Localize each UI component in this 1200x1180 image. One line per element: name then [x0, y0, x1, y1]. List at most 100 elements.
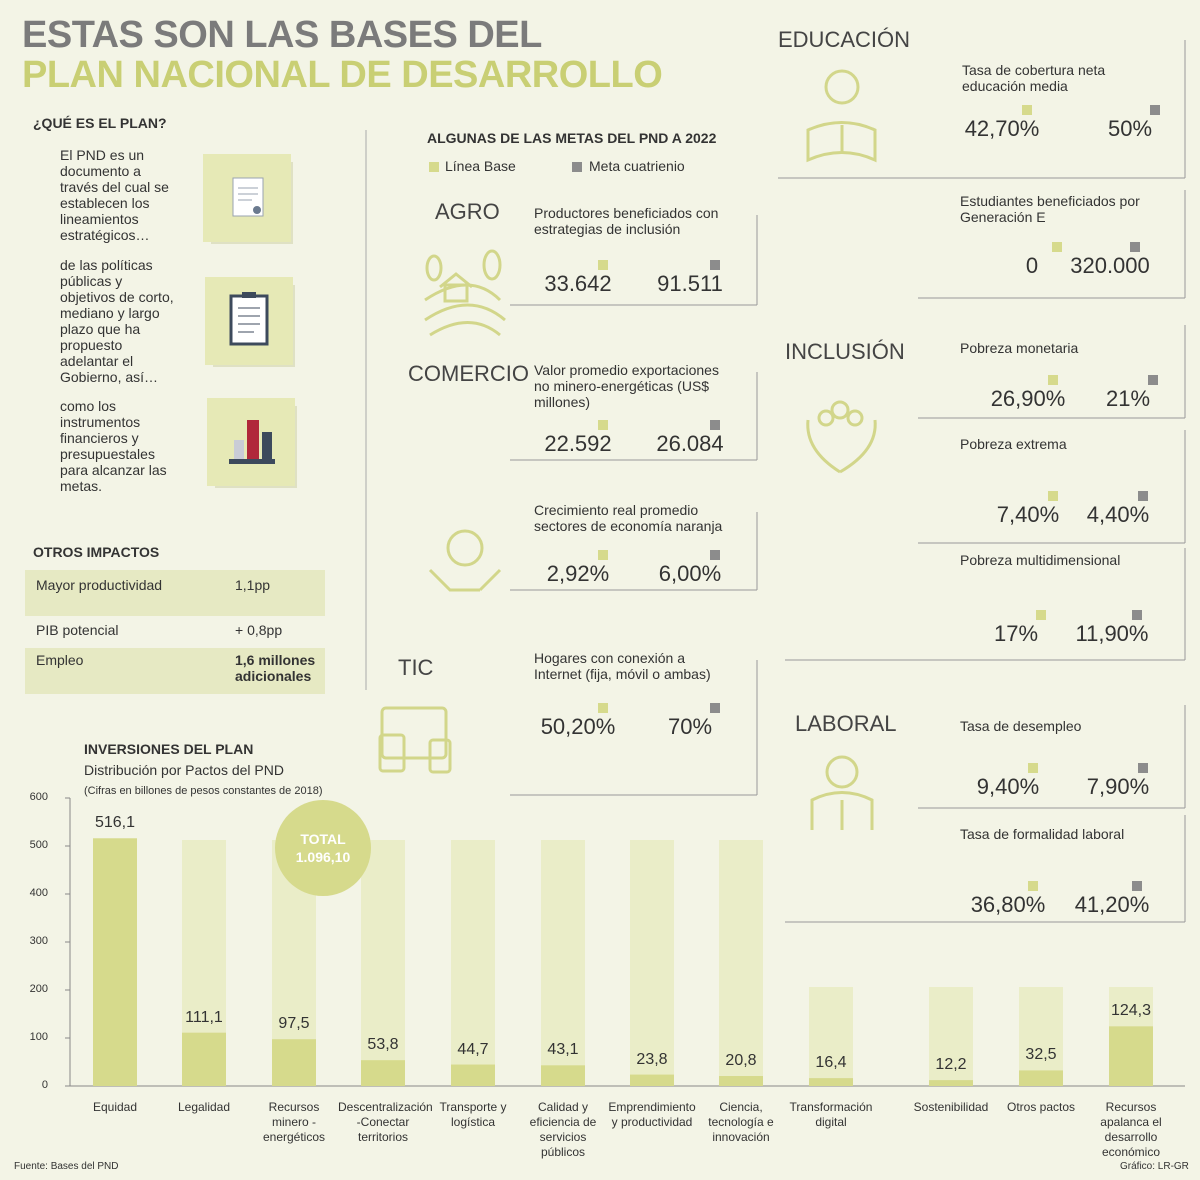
x-tick-label: Otros pactos: [1006, 1100, 1076, 1114]
table-cell: 1,6 millones adicionales: [235, 652, 316, 684]
sector-name: COMERCIO: [408, 361, 529, 386]
value-label: 16,4: [815, 1054, 847, 1072]
value-label: 43,1: [547, 1041, 579, 1059]
bar: [182, 1032, 226, 1086]
total-circle: [275, 800, 371, 896]
x-tick-label: Sostenibilidad: [913, 1100, 989, 1114]
bar: [93, 838, 137, 1086]
goal-marker: [1132, 881, 1142, 891]
table-cell: + 0,8pp: [235, 622, 283, 638]
bar-background: [719, 840, 763, 1086]
base-value: 7,40%: [996, 502, 1060, 527]
y-tick-label: 200: [29, 983, 48, 995]
goal-label: Crecimiento real promedio sectores de ec…: [534, 502, 723, 534]
goal-value: 70%: [667, 714, 713, 739]
credit: Gráfico: LR-GR: [1120, 1161, 1189, 1172]
bar-background: [361, 840, 405, 1086]
icon-document: [203, 154, 293, 244]
goal-label: Valor promedio exportaciones no minero-e…: [534, 362, 719, 410]
title-line-2: PLAN NACIONAL DE DESARROLLO: [22, 54, 663, 96]
value-label: 516,1: [94, 814, 136, 832]
y-tick-label: 500: [29, 839, 48, 851]
goal-label: Tasa de desempleo: [960, 718, 1082, 734]
x-tick-label: Calidad y eficiencia de servicios públic…: [529, 1100, 597, 1159]
goal-value: 6,00%: [658, 561, 722, 586]
base-marker: [598, 703, 608, 713]
value-label: 20,8: [725, 1052, 757, 1070]
x-tick-label: Recursos apalanca el desarrollo económic…: [1100, 1100, 1162, 1159]
bar: [361, 1060, 405, 1086]
x-tick-label: Transporte y logística: [439, 1100, 507, 1129]
bar: [1019, 1070, 1063, 1086]
sector-icons: [378, 69, 877, 830]
base-value: 33.642: [544, 271, 612, 296]
section-title: ALGUNAS DE LAS METAS DEL PND A 2022: [427, 130, 717, 146]
paragraph: de las políticas públicas y objetivos de…: [60, 257, 174, 385]
table-row-bg: [25, 570, 325, 616]
sector-name: EDUCACIÓN: [778, 27, 911, 52]
value-label: 12,2: [935, 1056, 967, 1074]
x-tick-label: Legalidad: [177, 1100, 231, 1114]
goal-label: Estudiantes beneficiados por Generación …: [960, 193, 1140, 225]
x-tick-label: Emprendimiento y productividad: [608, 1100, 696, 1129]
goal-value: 50%: [1107, 116, 1153, 141]
goal-value: 91.511: [657, 271, 723, 296]
bar-background: [929, 987, 973, 1086]
value-label: 124,3: [1110, 1002, 1152, 1020]
table-cell: Empleo: [36, 652, 84, 668]
legend-label: Línea Base: [445, 158, 516, 174]
chart-subtitle: Distribución por Pactos del PND: [84, 762, 284, 778]
y-tick-label: 600: [29, 791, 48, 803]
bar-background: [1019, 987, 1063, 1086]
goal-marker: [1150, 105, 1160, 115]
goal-marker: [1148, 375, 1158, 385]
x-tick-label: Recursos minero -energéticos: [262, 1100, 326, 1144]
chart-title: INVERSIONES DEL PLAN: [84, 741, 254, 757]
goal-label: Tasa de formalidad laboral: [960, 826, 1125, 842]
base-marker: [1036, 610, 1046, 620]
bar: [1109, 1026, 1153, 1086]
total-value: 1.096,10: [295, 849, 351, 865]
goal-value: 26.084: [656, 431, 724, 456]
bar-background: [630, 840, 674, 1086]
base-value: 9,40%: [976, 774, 1040, 799]
base-value: 26,90%: [990, 386, 1066, 411]
bar: [451, 1064, 495, 1086]
goal-marker: [710, 703, 720, 713]
bar: [272, 1039, 316, 1086]
base-marker: [1028, 881, 1038, 891]
bar: [809, 1078, 853, 1086]
sector-name: LABORAL: [795, 711, 897, 736]
base-marker: [1048, 375, 1058, 385]
y-tick-label: 100: [29, 1031, 48, 1043]
paragraph: El PND es un documento a través del cual…: [60, 147, 169, 243]
goal-label: Pobreza monetaria: [960, 340, 1079, 356]
value-label: 44,7: [457, 1040, 489, 1058]
table-cell: PIB potencial: [36, 622, 119, 638]
bar-background: [809, 987, 853, 1086]
total-label: TOTAL: [300, 831, 346, 847]
goal-value: 21%: [1105, 386, 1151, 411]
table-cell: 1,1pp: [235, 577, 271, 593]
goal-marker: [710, 550, 720, 560]
goal-value: 4,40%: [1086, 502, 1150, 527]
bar: [630, 1074, 674, 1086]
value-label: 97,5: [278, 1015, 310, 1033]
chart-note: (Cifras en billones de pesos constantes …: [84, 785, 323, 797]
x-tick-label: Transformación digital: [789, 1100, 873, 1129]
sector-name: INCLUSIÓN: [785, 339, 905, 364]
base-marker: [1028, 763, 1038, 773]
sector-name: AGRO: [435, 199, 500, 224]
goal-label: Productores beneficiados con estrategias…: [534, 205, 719, 237]
goal-marker: [1130, 242, 1140, 252]
source: Fuente: Bases del PND: [14, 1161, 119, 1172]
value-label: 23,8: [636, 1050, 668, 1068]
goal-marker: [1132, 610, 1142, 620]
base-marker: [598, 420, 608, 430]
base-value: 36,80%: [970, 892, 1046, 917]
base-marker: [598, 550, 608, 560]
goal-marker: [1138, 491, 1148, 501]
goal-label: Hogares con conexión a Internet (fija, m…: [534, 650, 711, 682]
x-tick-label: Descentralización -Conectar territorios: [338, 1100, 433, 1144]
table-cell: Mayor productividad: [36, 577, 163, 593]
